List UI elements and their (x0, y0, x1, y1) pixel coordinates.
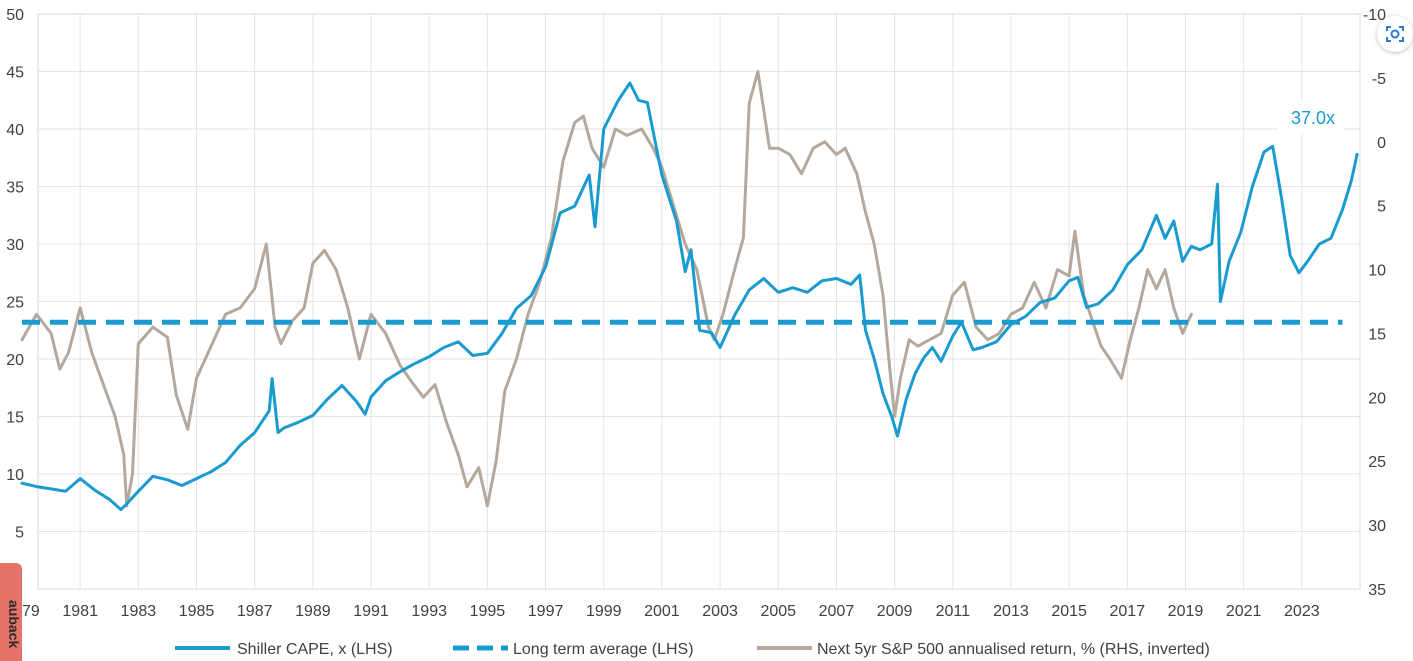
scan-button[interactable] (1377, 16, 1413, 52)
right-tick-label: -5 (1372, 71, 1386, 88)
horizontal-gridlines (38, 13, 1360, 532)
value-annotation: 37.0x (1278, 100, 1344, 134)
left-tick-label: 40 (6, 122, 24, 139)
left-tick-label: 30 (6, 237, 24, 254)
legend-label-cape: Shiller CAPE, x (LHS) (237, 641, 393, 658)
x-tick-label: 2015 (1051, 603, 1087, 620)
right-tick-label: 20 (1368, 390, 1386, 407)
left-tick-label: 15 (6, 410, 24, 427)
feedback-tab-label: auback (6, 599, 22, 649)
x-tick-label: 2019 (1168, 603, 1204, 620)
left-tick-label: 25 (6, 295, 24, 312)
x-tick-label: 2013 (993, 603, 1029, 620)
returns-line (20, 70, 1193, 508)
x-axis: 1979 1981 1983 1985 1987 1989 1991 1993 1995 1997… (4, 603, 1320, 620)
annotation-label: 37.0x (1291, 108, 1335, 128)
legend-label-average: Long term average (LHS) (513, 641, 694, 658)
x-tick-label: 2017 (1110, 603, 1146, 620)
left-tick-label: 35 (6, 180, 24, 197)
x-tick-label: 1981 (62, 603, 98, 620)
legend-label-returns: Next 5yr S&P 500 annualised return, % (R… (817, 641, 1210, 658)
x-tick-label: 1993 (411, 603, 447, 620)
x-tick-label: 2001 (644, 603, 680, 620)
legend: Shiller CAPE, x (LHS) Long term average … (175, 641, 1210, 658)
right-tick-label: 25 (1368, 454, 1386, 471)
right-tick-label: -10 (1363, 7, 1386, 24)
x-tick-label: 1991 (353, 603, 389, 620)
right-tick-label: 30 (1368, 518, 1386, 535)
cape-line (20, 81, 1359, 512)
x-tick-label: 2023 (1284, 603, 1320, 620)
left-tick-label: 5 (15, 525, 24, 542)
left-tick-label: 10 (6, 467, 24, 484)
left-tick-label: 20 (6, 352, 24, 369)
x-tick-label: 1983 (121, 603, 157, 620)
x-tick-label: 1995 (470, 603, 506, 620)
x-tick-label: 2005 (760, 603, 796, 620)
x-tick-label: 2003 (702, 603, 738, 620)
right-tick-label: 35 (1368, 582, 1386, 599)
left-tick-label: 50 (6, 7, 24, 24)
series-layer (20, 70, 1359, 512)
x-tick-label: 2021 (1226, 603, 1262, 620)
x-tick-label: 1985 (179, 603, 215, 620)
right-tick-label: 5 (1377, 199, 1386, 216)
x-tick-label: 2009 (877, 603, 913, 620)
right-tick-label: 0 (1377, 135, 1386, 152)
plot-frame (37, 13, 1361, 590)
x-tick-label: 2007 (819, 603, 855, 620)
x-tick-label: 2011 (936, 603, 971, 620)
x-tick-label: 1999 (586, 603, 622, 620)
left-axis: 5 10 15 20 25 30 35 40 45 50 (6, 7, 24, 542)
left-tick-label: 45 (6, 65, 24, 82)
right-tick-label: 10 (1368, 263, 1386, 280)
annotation-box (1278, 100, 1344, 134)
x-tick-label: 1997 (528, 603, 564, 620)
scan-icon (1386, 26, 1404, 42)
feedback-tab[interactable]: auback (0, 563, 22, 661)
x-tick-label: 1989 (295, 603, 331, 620)
right-axis: -10 -5 0 5 10 15 20 25 30 35 (1363, 7, 1386, 599)
right-tick-label: 15 (1368, 326, 1386, 343)
x-tick-label: 1987 (237, 603, 273, 620)
